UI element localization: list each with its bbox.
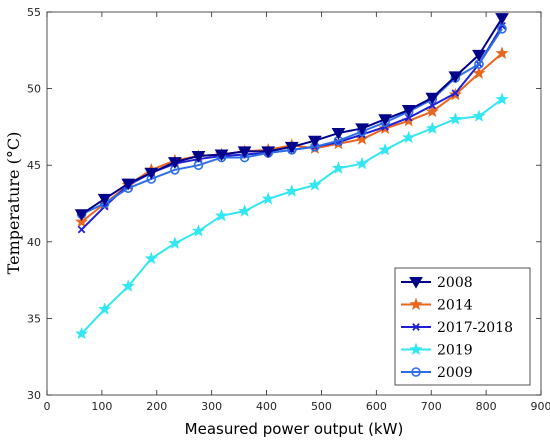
data-point-2019	[425, 121, 439, 134]
data-point-2019	[144, 251, 158, 265]
data-point-2014	[472, 66, 486, 79]
data-point-2008	[168, 157, 182, 169]
data-point-2017-2018	[498, 21, 506, 30]
data-point-2019	[308, 178, 322, 191]
legend-marker	[411, 367, 421, 377]
x-tick-label: 900	[531, 400, 550, 413]
x-tick-label: 500	[311, 400, 332, 413]
y-tick-label: 40	[27, 236, 41, 249]
data-point-2019	[355, 156, 369, 170]
data-point-2019	[495, 92, 509, 105]
data-point-2009	[497, 24, 507, 34]
data-point-2014	[355, 132, 369, 145]
data-point-2019	[331, 161, 345, 174]
data-point-2008	[448, 71, 463, 84]
data-point-2017-2018	[77, 225, 86, 234]
series-2019	[75, 92, 509, 340]
data-point-2014	[425, 104, 439, 118]
legend-entry-2019: 2019	[401, 343, 473, 359]
data-point-2019	[261, 192, 275, 205]
data-point-2019	[75, 326, 89, 340]
legend-entry-2009: 2009	[401, 365, 473, 381]
data-point-2019	[121, 279, 135, 292]
data-point-2014	[495, 46, 509, 59]
data-point-2008	[401, 105, 416, 117]
data-point-2019	[378, 143, 392, 156]
data-point-2019	[238, 204, 252, 217]
y-tick-label: 45	[27, 159, 41, 172]
x-tick-label: 600	[366, 400, 387, 413]
data-point-2019	[448, 112, 462, 125]
data-point-2008	[144, 167, 159, 180]
data-point-2008	[214, 149, 229, 162]
data-point-2008	[261, 146, 276, 159]
legend-marker	[409, 277, 423, 289]
legend-entry-2014: 2014	[401, 298, 473, 314]
data-point-2008	[425, 92, 440, 105]
legend-marker	[409, 297, 423, 311]
x-tick-label: 0	[44, 400, 51, 413]
legend-label: 2008	[437, 275, 473, 291]
series-layer	[74, 13, 509, 340]
data-point-2014	[75, 215, 89, 228]
data-point-2008	[284, 141, 299, 154]
data-point-2019	[472, 109, 486, 122]
legend-label: 2017-2018	[437, 320, 513, 336]
y-tick-label: 30	[27, 389, 41, 402]
legend-entry-2008: 2008	[401, 275, 473, 291]
data-point-2019	[191, 224, 206, 237]
x-tick-label: 300	[201, 400, 222, 413]
data-point-2017-2018	[451, 89, 460, 98]
plot-frame	[46, 11, 542, 396]
legend-label: 2009	[437, 365, 473, 381]
x-tick-label: 100	[91, 400, 112, 413]
legend-label: 2014	[437, 298, 473, 314]
data-point-2019	[98, 302, 112, 315]
x-axis-label: Measured power output (kW)	[185, 420, 404, 438]
data-point-2008	[237, 146, 252, 159]
data-point-2008	[97, 193, 112, 206]
x-tick-label: 400	[256, 400, 277, 413]
legend-marker	[409, 342, 423, 356]
data-point-2008	[355, 123, 369, 136]
y-axis-label: Temperature (°C)	[4, 132, 23, 275]
data-point-2019	[215, 208, 229, 222]
data-point-2019	[168, 236, 182, 249]
data-point-2008	[378, 114, 392, 126]
legend-label: 2019	[437, 343, 473, 359]
data-point-2008	[74, 209, 89, 221]
data-point-2019	[285, 184, 299, 197]
legend-entry-2017-2018: 2017-2018	[401, 320, 513, 336]
data-point-2019	[402, 130, 416, 144]
data-point-2008	[121, 178, 136, 191]
y-tick-label: 50	[27, 83, 41, 96]
x-tick-label: 700	[421, 400, 442, 413]
data-point-2008	[472, 49, 486, 62]
x-tick-label: 800	[476, 400, 497, 413]
legend: 2008 2014 2017-2018 2019 2009	[394, 267, 531, 386]
data-point-2008	[191, 151, 206, 163]
data-point-2008	[331, 128, 346, 140]
y-tick-label: 35	[27, 312, 41, 325]
series-2008	[74, 13, 509, 221]
legend-marker	[412, 323, 420, 331]
data-point-2008	[307, 135, 322, 148]
data-point-2008	[495, 13, 509, 25]
y-tick-label: 55	[27, 6, 41, 19]
axes-layer: 0 100 200 300 400 500 600 700 800 900 30 35 40 45 50 55	[27, 6, 550, 413]
x-tick-label: 200	[146, 400, 167, 413]
